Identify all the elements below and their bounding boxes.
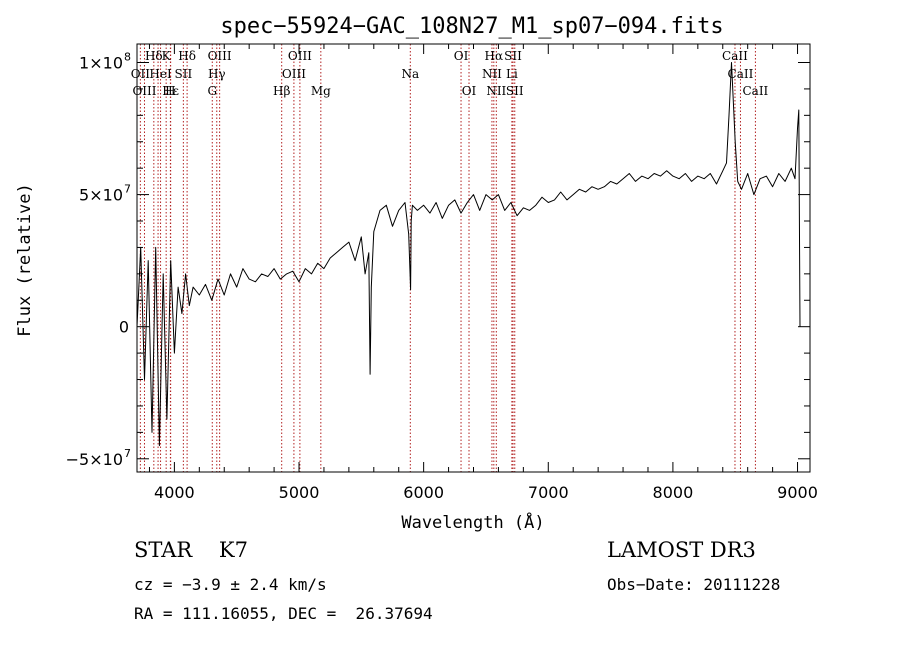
line-label-9: OII bbox=[131, 67, 151, 81]
line-label-24: OI bbox=[462, 84, 477, 98]
line-label-27: CaII bbox=[742, 84, 768, 98]
line-label-11: SII bbox=[175, 67, 193, 81]
redshift-cz: cz = −3.9 ± 2.4 km/s bbox=[134, 575, 327, 594]
x-tick-label-5: 9000 bbox=[777, 483, 818, 502]
x-tick-label-4: 8000 bbox=[653, 483, 694, 502]
chart-title: spec−55924−GAC_108N27_M1_sp07−094.fits bbox=[220, 14, 723, 39]
line-label-8: CaII bbox=[722, 49, 748, 63]
line-label-2: Hδ bbox=[178, 49, 196, 63]
x-axis-ticks: 4000 5000 6000 7000 8000 9000 bbox=[148, 44, 818, 502]
y-tick-label-1: 0 bbox=[119, 318, 129, 337]
line-label-14: Na bbox=[401, 67, 419, 81]
y-tick-label-0: −5×10 bbox=[66, 450, 123, 469]
line-label-26: SII bbox=[506, 84, 524, 98]
x-tick-label-1: 5000 bbox=[279, 483, 320, 502]
y-tick-label-3: 1×10 bbox=[79, 53, 123, 72]
emission-line-markers bbox=[139, 44, 756, 472]
y-tick-label-2: 5×10 bbox=[79, 186, 123, 205]
line-label-22: Hβ bbox=[273, 84, 290, 98]
series-flux bbox=[136, 62, 801, 447]
y-tick-exponent-2: 7 bbox=[124, 183, 131, 196]
y-axis-label: Flux (relative) bbox=[15, 183, 35, 337]
line-label-1: K bbox=[162, 49, 172, 63]
line-label-4: OIII bbox=[288, 49, 312, 63]
plot-frame bbox=[136, 43, 811, 473]
spectrum-series bbox=[136, 62, 801, 447]
line-label-3: OIII bbox=[208, 49, 232, 63]
ra-dec: RA = 111.16055, DEC = 26.37694 bbox=[134, 604, 433, 623]
x-tick-label-2: 6000 bbox=[403, 483, 444, 502]
line-label-25: NII bbox=[486, 84, 506, 98]
line-label-17: CaII bbox=[728, 67, 754, 81]
line-label-16: Li bbox=[506, 67, 518, 81]
line-label-12: Hγ bbox=[208, 67, 226, 81]
line-label-13: OIII bbox=[282, 67, 306, 81]
line-label-23: Mg bbox=[311, 84, 331, 98]
object-class: STAR K7 bbox=[134, 538, 248, 562]
x-axis-label: Wavelength (Å) bbox=[401, 511, 544, 533]
y-axis-ticks: −5×10 705×10 71×10 8 bbox=[66, 50, 810, 469]
x-tick-label-0: 4000 bbox=[154, 483, 195, 502]
line-label-18: OIII bbox=[132, 84, 156, 98]
line-label-10: HeI bbox=[149, 67, 172, 81]
line-label-5: OI bbox=[454, 49, 469, 63]
y-tick-exponent-3: 8 bbox=[124, 50, 131, 63]
x-tick-label-3: 7000 bbox=[528, 483, 569, 502]
line-label-6: Hα bbox=[485, 49, 504, 63]
survey-name: LAMOST DR3 bbox=[607, 538, 756, 562]
observation-date: Obs−Date: 20111228 bbox=[607, 575, 781, 594]
line-label-15: NII bbox=[482, 67, 502, 81]
line-label-0: Hδ bbox=[145, 49, 163, 63]
line-label-19: Hε bbox=[162, 84, 179, 98]
line-label-20: H bbox=[165, 84, 175, 98]
line-label-7: SII bbox=[504, 49, 522, 63]
line-label-21: G bbox=[207, 84, 217, 98]
y-tick-exponent-0: 7 bbox=[124, 447, 131, 460]
